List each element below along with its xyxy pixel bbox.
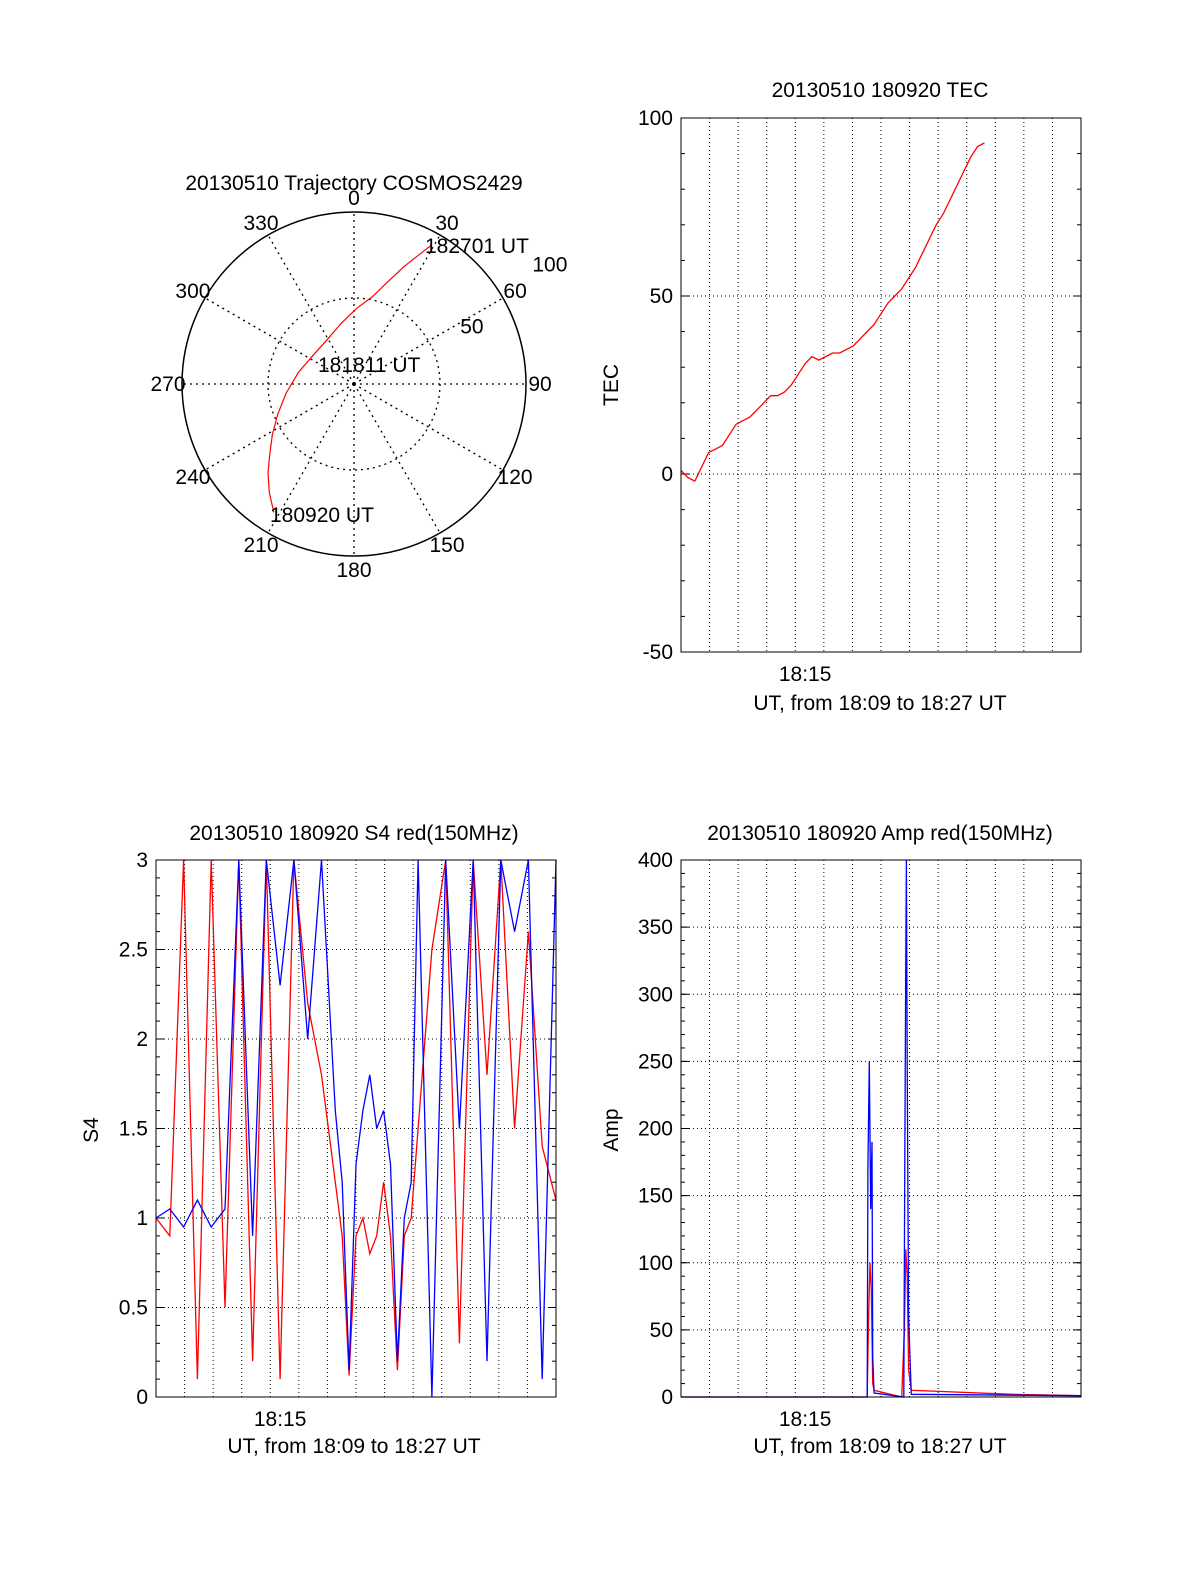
trajectory-line [267,245,432,513]
tec-frame [680,117,1082,653]
tec-ytick-label: 100 [638,107,673,130]
polar-angle-labels: 0 30 60 90 120 150 180 210 240 270 300 330 [150,187,551,582]
tec-line-tec [680,142,985,482]
polar-spoke-240 [204,383,355,471]
amp-ytick-label: 0 [661,1386,673,1409]
s4-title: 20130510 180920 S4 red(150MHz) [189,822,518,845]
s4-ytick-label: 2.5 [119,939,148,962]
tec-xtick-label: 18:15 [779,663,832,686]
amp-ytick-label: 200 [638,1118,673,1141]
tec-title: 20130510 180920 TEC [772,79,989,102]
polar-radial-labels: 50 100 [460,253,567,338]
s4-xtick-label: 18:15 [254,1408,307,1431]
amp-title: 20130510 180920 Amp red(150MHz) [707,822,1053,845]
polar-spoke-30 [353,234,441,385]
polar-angle-label-30: 30 [435,212,458,235]
amp-frame [680,859,1082,1398]
s4-ytick-label: 0 [136,1386,148,1409]
tec-xlabel: UT, from 18:09 to 18:27 UT [753,692,1006,715]
polar-angle-label-150: 150 [429,534,464,557]
polar-radial-label-100: 100 [532,253,567,276]
trajectory-series [267,245,432,513]
polar-angle-label-330: 330 [243,212,278,235]
s4-ytick-label: 0.5 [119,1297,148,1320]
tec-grid [681,118,1081,652]
polar-spoke-300 [204,297,355,385]
polar-angle-label-0: 0 [348,187,360,210]
amp-xlabel: UT, from 18:09 to 18:27 UT [753,1435,1006,1458]
polar-spoke-120 [353,383,504,471]
amp-ytick-label: 50 [650,1319,673,1342]
polar-spoke-150 [353,383,441,534]
polar-angle-label-240: 240 [175,466,210,489]
amp-ytick-label: 250 [638,1050,673,1073]
s4-ylabel: S4 [80,1117,103,1143]
amp-ylabel: Amp [600,1108,623,1151]
polar-grid [181,211,527,557]
s4-ticks: 0 0.5 1 1.5 2 2.5 3 18:15 [119,849,556,1431]
s4-xlabel: UT, from 18:09 to 18:27 UT [227,1435,480,1458]
s4-grid [156,860,556,1397]
polar-angle-label-300: 300 [175,280,210,303]
s4-ytick-label: 1.5 [119,1118,148,1141]
polar-spoke-330 [267,234,355,385]
tec-ytick-label: -50 [643,641,673,664]
amp-ytick-label: 350 [638,916,673,939]
s4-ytick-label: 1 [136,1207,148,1230]
polar-outer-circle [181,211,527,557]
polar-angle-label-180: 180 [336,559,371,582]
polar-angle-label-120: 120 [498,466,533,489]
trajectory-title: 20130510 Trajectory COSMOS2429 [185,172,522,195]
amp-ytick-label: 100 [638,1252,673,1275]
tec-chart: 20130510 180920 TEC -50 0 50 100 18:15 UT, f… [600,79,1082,715]
s4-series [155,859,557,1398]
polar-angle-label-210: 210 [243,534,278,557]
polar-spoke-210 [267,383,355,534]
s4-frame [155,859,557,1398]
amp-ytick-label: 150 [638,1185,673,1208]
amp-grid [681,860,1081,1397]
amp-chart: 20130510 180920 Amp red(150MHz) 0 50 100 15… [600,822,1082,1458]
amp-ticks: 0 50 100 150 200 250 300 350 400 18:15 [638,849,1081,1431]
amp-xtick-label: 18:15 [779,1408,832,1431]
amp-ytick-label: 300 [638,983,673,1006]
polar-angle-label-90: 90 [528,373,551,396]
amp-ytick-label: 400 [638,849,673,872]
polar-angle-label-270: 270 [150,373,185,396]
polar-radial-label-50: 50 [460,316,483,339]
tec-ytick-label: 0 [661,463,673,486]
tec-ylabel: TEC [600,364,623,406]
s4-chart: 20130510 180920 S4 red(150MHz) 0 0.5 1 1.5 2… [80,822,557,1458]
annotation-mid-time: 181811 UT [318,354,421,377]
annotation-start-time: 180920 UT [270,504,374,527]
tec-series [680,142,985,482]
s4-ytick-label: 3 [136,849,148,872]
tec-ticks: -50 0 50 100 18:15 [638,107,1081,686]
annotation-end-time: 182701 UT [425,235,529,258]
s4-ytick-label: 2 [136,1028,148,1051]
polar-spoke-60 [353,297,504,385]
s4-line-blue [155,859,557,1398]
polar-angle-label-60: 60 [503,280,526,303]
tec-ytick-label: 50 [650,285,673,308]
trajectory-polar-plot: 20130510 Trajectory COSMOS2429 0 30 60 90 12… [150,172,567,582]
